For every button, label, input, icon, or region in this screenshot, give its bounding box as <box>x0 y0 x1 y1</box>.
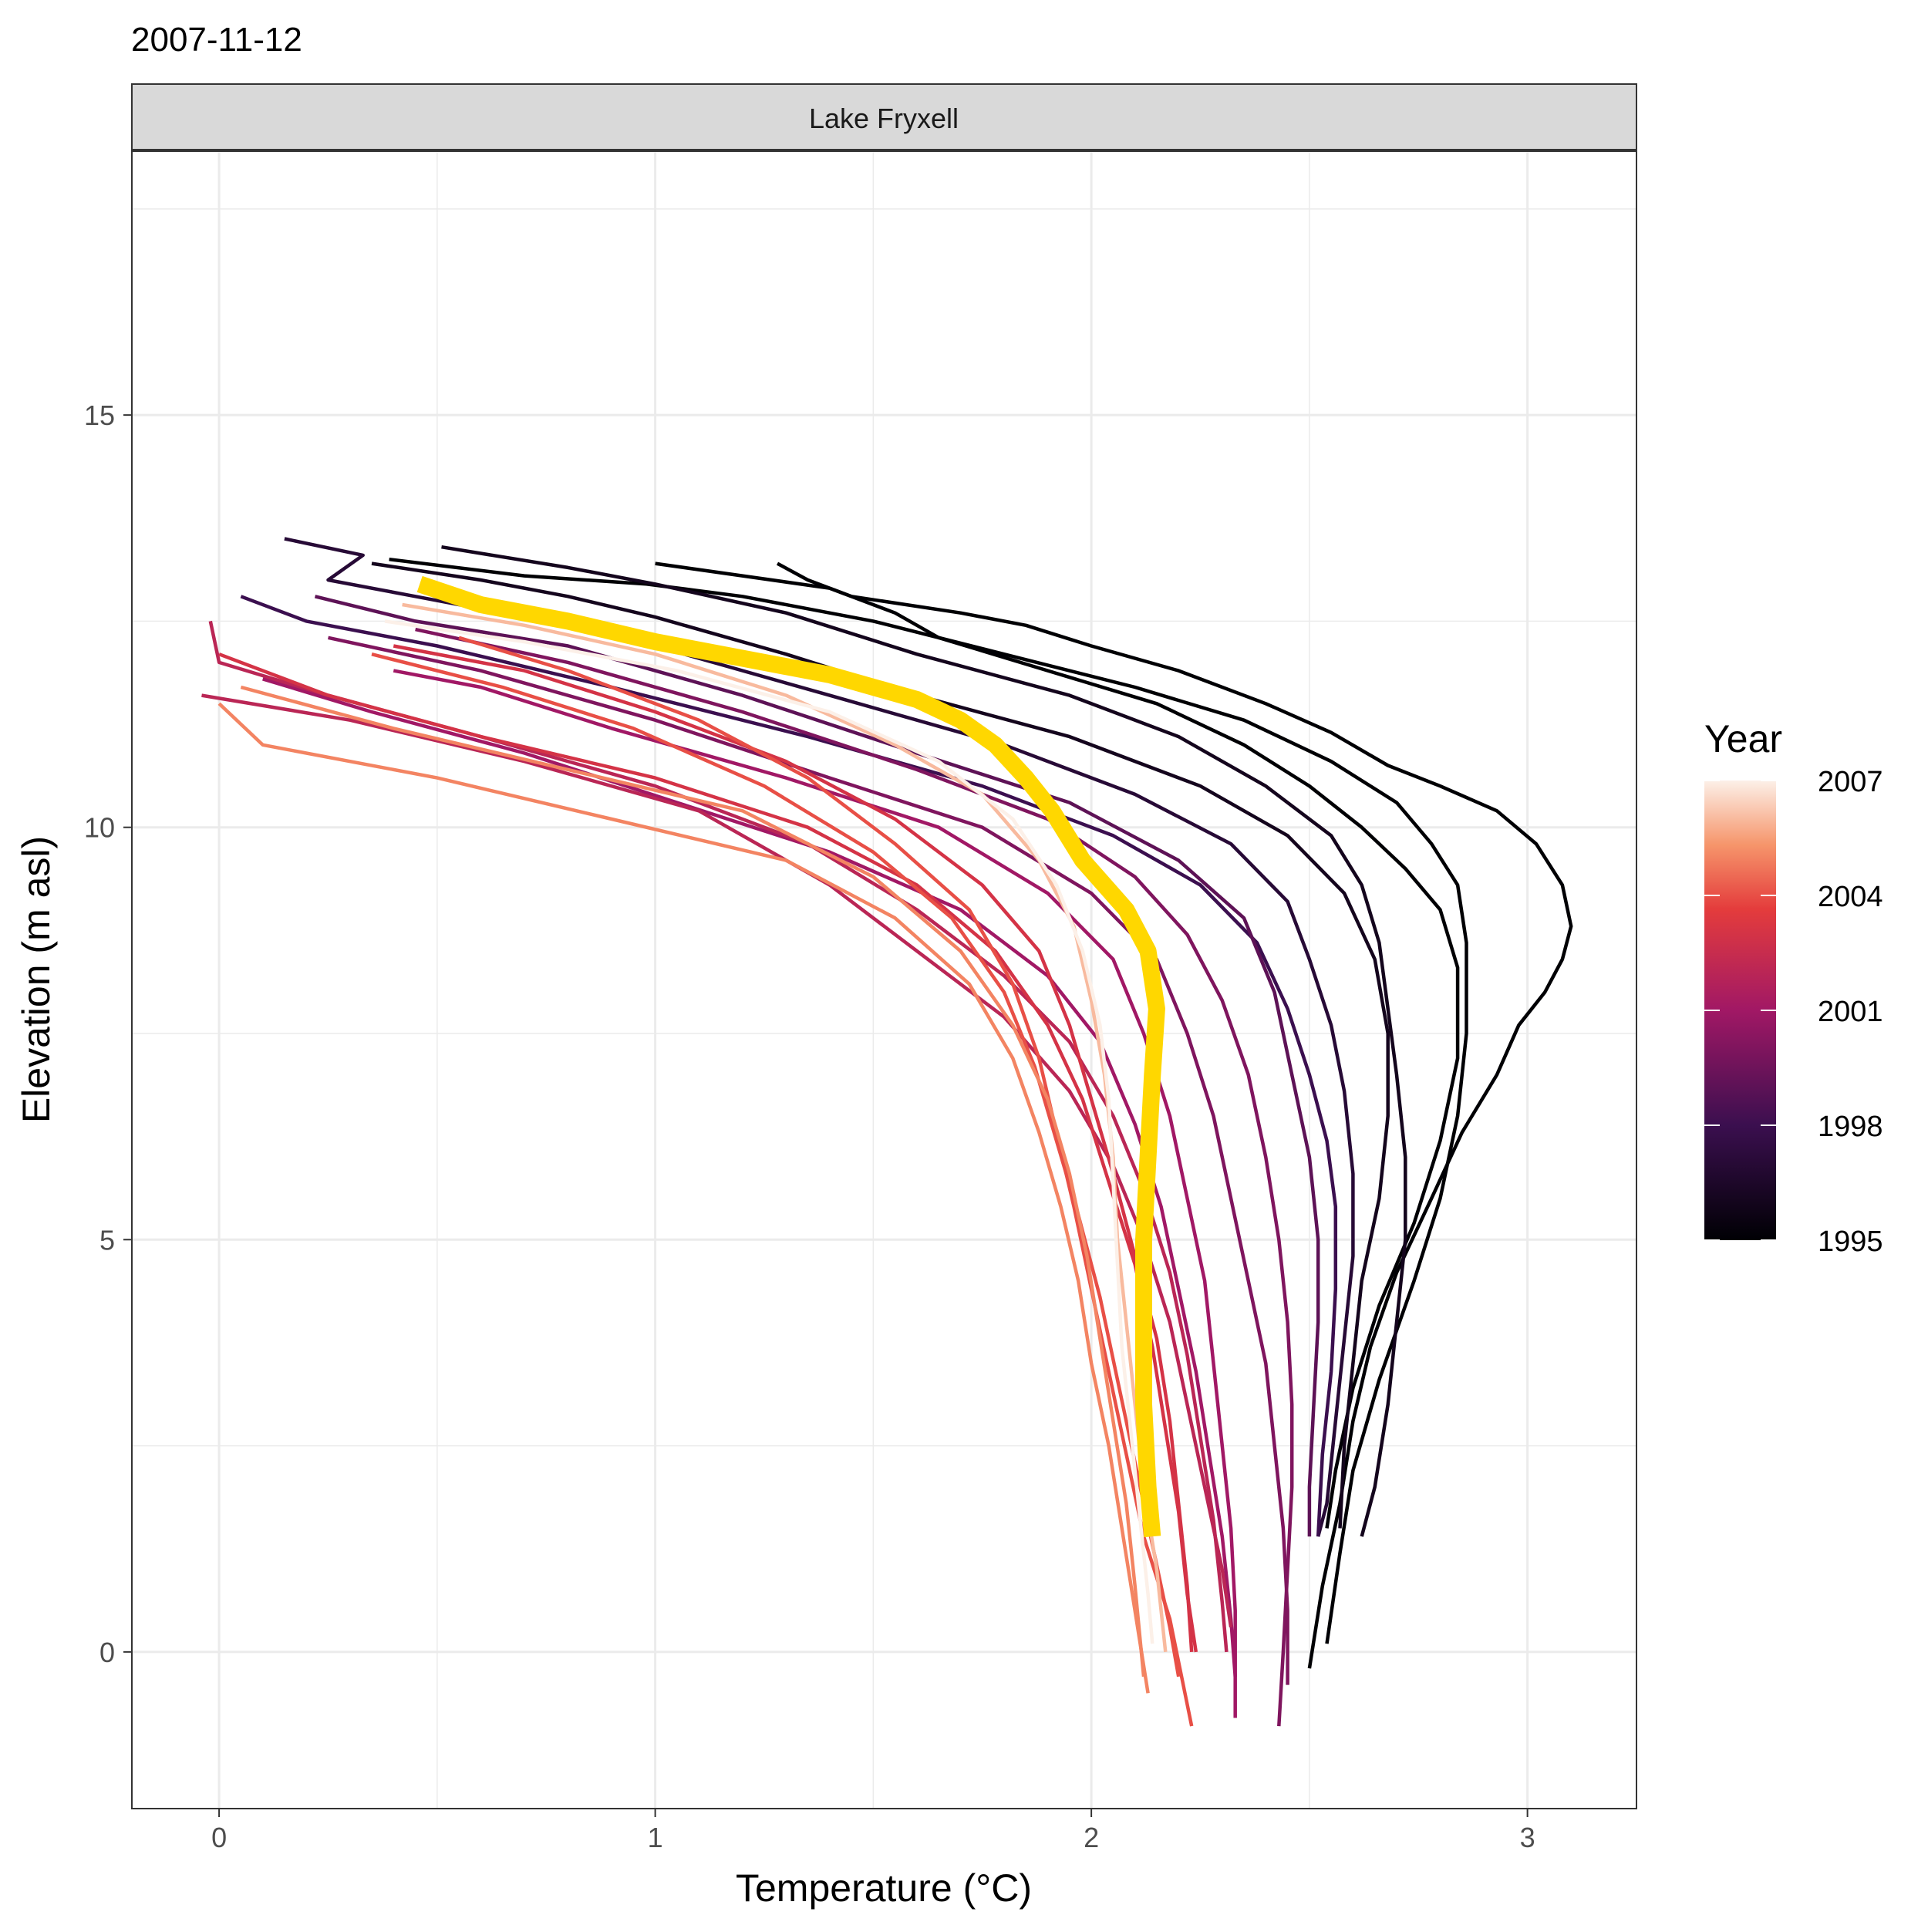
y-axis: 0 5 10 15 <box>84 400 132 1668</box>
profile-line-1996 <box>441 545 1407 1537</box>
legend-tick-label: 1995 <box>1818 1226 1883 1258</box>
profile-line-2003 <box>218 652 1198 1653</box>
plot-panel <box>132 151 1636 1809</box>
profile-line-2003 <box>393 644 1194 1653</box>
x-axis: 0 1 2 3 <box>211 1809 1535 1853</box>
profile-line-1995 <box>389 557 1468 1644</box>
chart-title: 2007-11-12 <box>131 21 302 59</box>
profile-line-1995 <box>776 561 1573 1669</box>
legend-ticks: 1995 1998 2001 2004 2007 <box>1704 766 1883 1258</box>
x-tick-label: 1 <box>648 1822 663 1853</box>
y-tick-label: 10 <box>84 812 115 844</box>
y-axis-label: Elevation (m asl) <box>15 836 58 1123</box>
profile-line-1999 <box>314 595 1320 1537</box>
highlight-profile-line <box>416 575 1165 1538</box>
legend-tick-label: 2001 <box>1818 996 1883 1028</box>
profile-line-1998 <box>240 595 1338 1537</box>
y-tick-label: 5 <box>99 1224 115 1256</box>
profile-line-2002 <box>201 693 1233 1628</box>
legend-tick-label: 2007 <box>1818 766 1883 798</box>
profile-line-1996 <box>371 561 1390 1529</box>
y-tick-label: 15 <box>84 400 115 431</box>
profile-line-2000 <box>415 627 1294 1727</box>
legend-tick-label: 1998 <box>1818 1111 1883 1143</box>
x-tick-label: 3 <box>1520 1822 1535 1853</box>
profile-line-1995 <box>655 561 1460 1529</box>
x-axis-label: Temperature (°C) <box>736 1866 1032 1910</box>
highlight-layer <box>416 575 1165 1538</box>
plot-border <box>131 150 1637 1809</box>
legend-title: Year <box>1704 717 1782 760</box>
profile-line-2005 <box>240 685 1146 1677</box>
legend-tick-label: 2004 <box>1818 881 1883 913</box>
profile-line-2004 <box>458 636 1194 1727</box>
y-tick-label: 0 <box>99 1637 115 1668</box>
profile-line-2000 <box>328 636 1289 1685</box>
facet-label: Lake Fryxell <box>809 103 959 134</box>
x-tick-label: 0 <box>211 1822 227 1853</box>
facet-strip <box>131 83 1637 150</box>
profile-line-2005 <box>217 702 1150 1694</box>
profile-line-1997 <box>284 537 1355 1537</box>
series-layer <box>201 537 1573 1727</box>
profile-line-2007 <box>384 619 1154 1644</box>
x-tick-label: 2 <box>1084 1822 1099 1853</box>
legend: Year 1995 1998 2001 2004 2007 <box>1704 717 1883 1258</box>
